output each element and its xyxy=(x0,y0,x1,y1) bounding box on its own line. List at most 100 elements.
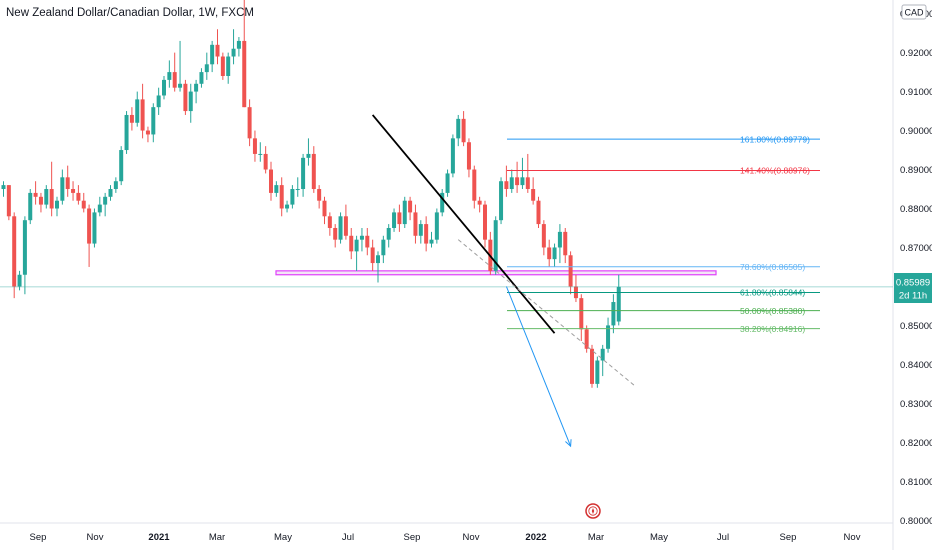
candle-body xyxy=(108,189,113,197)
candle-body xyxy=(381,239,386,256)
candle-body xyxy=(311,153,316,190)
candle-body xyxy=(103,196,108,205)
candle-body xyxy=(397,212,402,225)
candle xyxy=(392,208,397,232)
trendline xyxy=(371,114,556,334)
y-tick-label: 0.92000 xyxy=(900,48,932,59)
candle xyxy=(349,227,354,260)
candle xyxy=(557,224,562,264)
candle-body xyxy=(402,200,407,225)
candle-body xyxy=(525,177,530,190)
candle xyxy=(97,196,102,217)
fib-label: 38.20%(0.84916) xyxy=(740,324,805,334)
candle-body xyxy=(194,83,199,92)
candle xyxy=(317,185,322,209)
candle xyxy=(338,212,343,244)
candle-body xyxy=(483,204,487,240)
candle-body xyxy=(178,83,183,88)
x-tick-label: 2022 xyxy=(525,532,546,543)
candle-body xyxy=(279,185,284,209)
candle xyxy=(290,185,295,209)
candle-body xyxy=(306,153,311,158)
candle xyxy=(600,344,605,377)
candle xyxy=(247,99,252,147)
candle-body xyxy=(386,227,391,240)
y-tick-label: 0.83000 xyxy=(900,399,932,410)
candle xyxy=(215,29,220,65)
candle-body xyxy=(461,118,466,143)
candle xyxy=(279,177,284,217)
y-tick-label: 0.82000 xyxy=(900,438,932,449)
canada-flag-icon[interactable] xyxy=(585,503,601,519)
fib-label: 78.60%(0.86505) xyxy=(740,262,805,272)
candle-body xyxy=(611,302,616,326)
candle xyxy=(343,204,348,240)
candle-body xyxy=(65,177,70,190)
fibonacci-levels: 161.80%(0.89779) 141.40%(0.88976) 78.60%(0… xyxy=(507,134,820,334)
candle-body xyxy=(140,99,145,131)
candle xyxy=(12,212,17,299)
candle xyxy=(252,130,257,162)
candle-body xyxy=(124,114,129,151)
chart-title: New Zealand Dollar/Canadian Dollar, 1W, … xyxy=(6,7,254,19)
price-axis[interactable]: 0.80000 0.81000 0.82000 0.83000 0.84000 0.850… xyxy=(900,9,932,527)
time-axis[interactable]: Sep Nov 2021 Mar May Jul Sep Nov 2022 Mar May Jul Se… xyxy=(30,532,861,543)
fib-level: 141.40%(0.88976) xyxy=(507,166,820,176)
y-tick-label: 0.80000 xyxy=(900,516,932,527)
candle xyxy=(226,52,231,84)
candle-body xyxy=(210,44,215,65)
candle-body xyxy=(392,212,397,228)
candle-body xyxy=(579,298,584,330)
candle xyxy=(140,83,145,139)
candle xyxy=(306,138,311,166)
candle-body xyxy=(258,153,263,155)
candle xyxy=(536,196,541,228)
fib-label: 50.00%(0.85380) xyxy=(740,306,805,316)
candle xyxy=(461,111,466,147)
candle-body xyxy=(301,157,306,190)
candle-body xyxy=(472,169,477,201)
y-tick-label: 0.91000 xyxy=(900,87,932,98)
candle-body xyxy=(499,181,504,221)
candle xyxy=(210,40,215,73)
dashed-trendline xyxy=(457,239,636,387)
candle-body xyxy=(327,216,332,228)
candle-body xyxy=(445,173,450,193)
candle-body xyxy=(333,227,338,240)
candle-body xyxy=(215,44,220,57)
candle-body xyxy=(242,40,247,108)
candle-body xyxy=(87,208,92,244)
candle-body xyxy=(183,83,188,112)
candle xyxy=(493,216,498,275)
candle-body xyxy=(590,348,594,384)
candle-body xyxy=(456,118,461,139)
candle xyxy=(220,52,225,80)
candle xyxy=(456,114,461,147)
candle-body xyxy=(252,138,257,154)
candle xyxy=(301,153,306,197)
candle xyxy=(541,220,546,256)
candle xyxy=(204,52,209,80)
x-tick-label: Nov xyxy=(87,532,104,543)
candle-body xyxy=(349,235,354,252)
candle-body xyxy=(220,56,225,76)
candle xyxy=(359,227,364,252)
candle-body xyxy=(113,181,118,190)
candle-body xyxy=(477,200,482,205)
candle-body xyxy=(600,348,605,361)
candle-body xyxy=(6,185,11,217)
candle xyxy=(71,181,76,201)
candle xyxy=(199,68,204,88)
candle-body xyxy=(33,192,38,197)
candle-body xyxy=(338,216,343,240)
candle-body xyxy=(236,40,241,49)
candle-body xyxy=(418,224,423,236)
candle xyxy=(263,146,268,174)
candle-body xyxy=(295,189,300,191)
candle-body xyxy=(376,255,380,264)
candle xyxy=(129,107,134,131)
candle-body xyxy=(434,212,439,240)
candle-body xyxy=(424,224,429,244)
candle xyxy=(28,189,33,225)
